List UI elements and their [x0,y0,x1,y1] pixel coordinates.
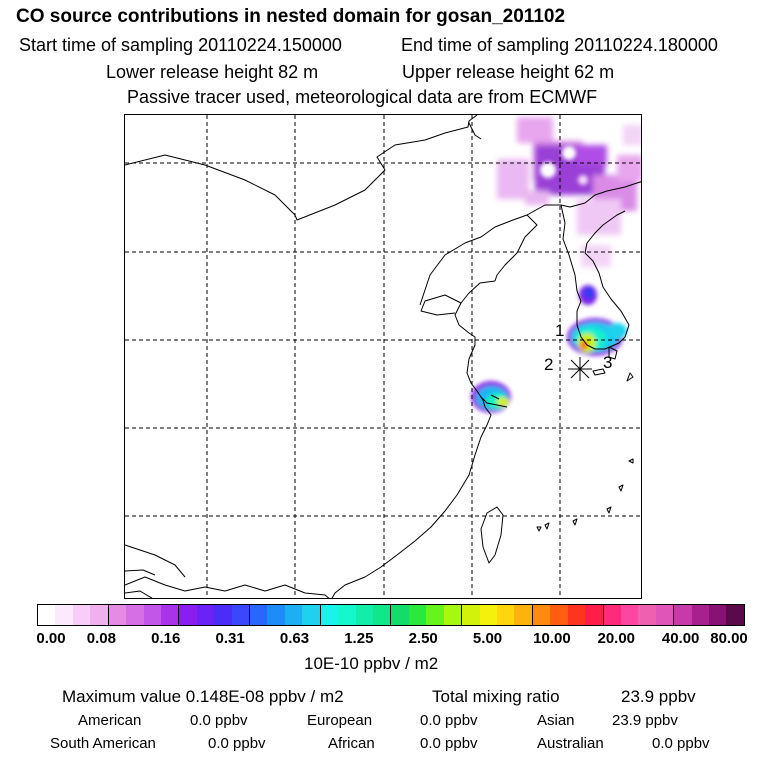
marker-label-1: 1 [555,321,565,340]
colorbar-swatch [338,605,356,625]
colorbar-swatch [143,605,161,625]
colorbar-tick-label: 5.00 [472,630,503,647]
marker-label-2: 2 [544,355,554,374]
colorbar-swatch [514,605,533,625]
colorbar-swatch [179,605,197,625]
colorbar-swatch [638,605,656,625]
colorbar-tick-label: 80.00 [710,630,748,647]
colorbar-swatch [320,605,339,625]
colorbar-swatch [355,605,374,625]
colorbar-tick-label: 40.00 [661,630,700,647]
page-title: CO source contributions in nested domain… [16,6,566,27]
colorbar-swatch [108,605,127,625]
upper-release-label: Upper release height 62 m [402,62,615,82]
colorbar-swatch [709,605,727,625]
region-name-asian: Asian [537,712,575,729]
lat-lon-grid [125,115,641,598]
colorbar-swatch [214,605,232,625]
colorbar-swatch [284,605,303,625]
colorbar-swatch [196,605,215,625]
end-time-label: End time of sampling 20110224.180000 [401,35,718,55]
receptor-marker [568,357,592,381]
colorbar-swatch [532,605,551,625]
colorbar-swatch [496,605,515,625]
colorbar-swatch [567,605,586,625]
colorbar-swatch [160,605,180,625]
colorbar [37,604,745,626]
colorbar-tick-label: 1.25 [344,630,374,647]
colorbar-tick-label: 0.00 [36,630,66,647]
plume-north-holes [540,146,588,185]
colorbar-swatch [585,605,604,625]
colorbar-swatch [443,605,463,625]
lower-release-label: Lower release height 82 m [106,62,319,82]
colorbar-tick-label: 0.31 [215,630,245,647]
region-value-south-american: 0.0 ppbv [208,735,266,752]
colorbar-swatch [250,605,268,625]
colorbar-tick-label: 0.63 [279,630,310,647]
colorbar-tick-label: 10.00 [533,630,571,647]
region-name-american: American [78,712,142,729]
colorbar-swatch [462,605,480,625]
colorbar-swatch [479,605,497,625]
map-canvas [125,115,641,598]
colorbar-swatch [267,605,285,625]
colorbar-swatch [72,605,91,625]
colorbar-swatch [373,605,392,625]
colorbar-swatch [38,605,56,625]
region-name-african: African [328,735,375,752]
colorbar-swatch [231,605,251,625]
region-value-asian: 23.9 ppbv [612,712,678,729]
marker-label-3: 3 [603,353,613,372]
region-value-european: 0.0 ppbv [420,712,478,729]
region-value-australian: 0.0 ppbv [652,735,710,752]
start-time-label: Start time of sampling 20110224.150000 [19,35,342,55]
colorbar-tick-label: 2.50 [408,630,438,647]
colorbar-swatch [55,605,73,625]
coastlines [125,115,641,598]
region-name-australian: Australian [537,735,604,752]
max-value-label: Maximum value 0.148E-08 ppbv / m2 [62,687,344,706]
colorbar-swatch [726,605,744,625]
colorbar-swatch [90,605,109,625]
plume-korea [567,285,627,356]
colorbar-swatch [408,605,427,625]
colorbar-swatch [426,605,444,625]
colorbar-swatch [674,605,692,625]
region-value-african: 0.0 ppbv [420,735,478,752]
colorbar-swatch [550,605,568,625]
colorbar-tick-label: 20.00 [597,630,636,647]
colorbar-tick-label: 0.16 [151,630,181,647]
colorbar-swatch [655,605,675,625]
colorbar-tick-label: 0.08 [86,630,116,647]
colorbar-swatch [603,605,621,625]
colorbar-swatch [302,605,321,625]
plume-north [497,117,641,267]
map-panel: 1 2 3 [124,114,642,599]
colorbar-swatch [620,605,639,625]
region-name-european: European [307,712,373,729]
colorbar-swatch [126,605,144,625]
region-value-american: 0.0 ppbv [190,712,248,729]
region-name-south-american: South American [50,735,156,752]
tracer-note: Passive tracer used, meteorological data… [127,87,598,107]
colorbar-swatch [391,605,409,625]
total-mixing-label: Total mixing ratio [432,687,560,706]
plume-shanghai [471,381,511,413]
colorbar-units: 10E-10 ppbv / m2 [304,654,439,673]
colorbar-swatch [691,605,710,625]
total-mixing-value: 23.9 ppbv [621,687,696,706]
